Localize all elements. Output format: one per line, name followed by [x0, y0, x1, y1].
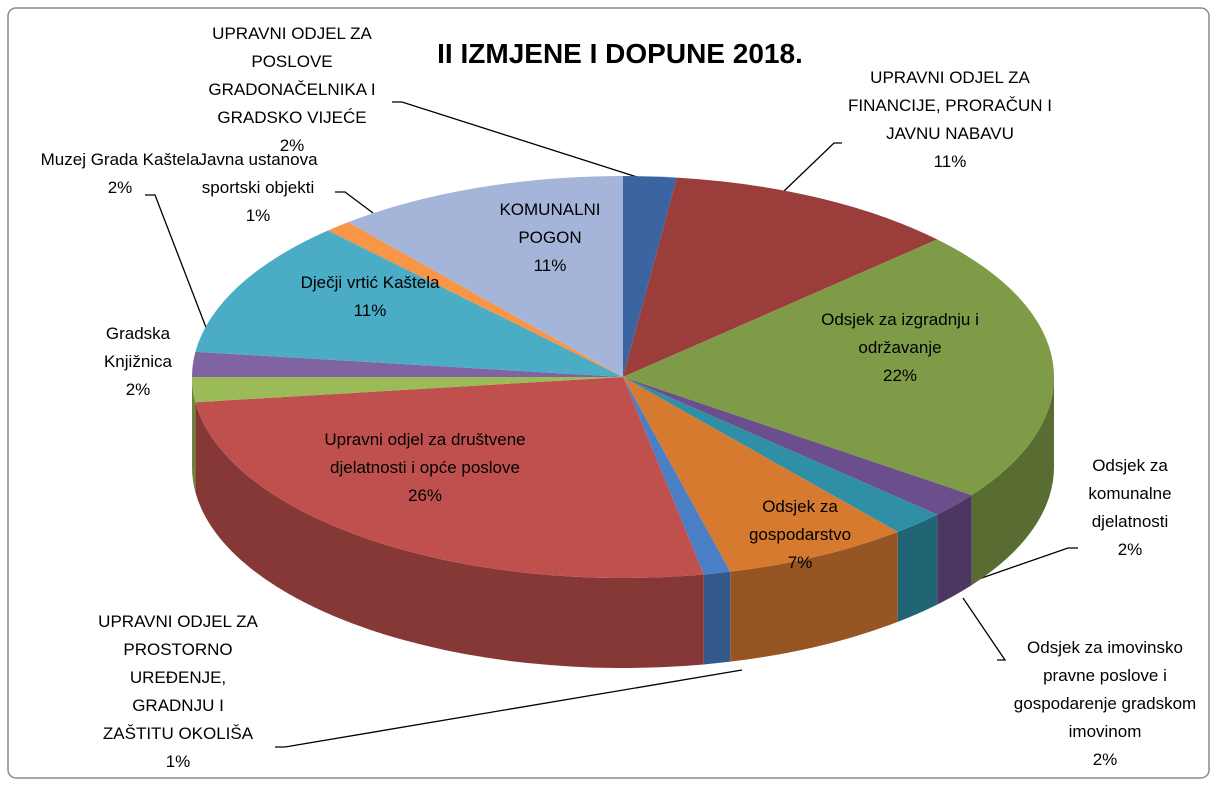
slice-side [730, 531, 898, 662]
data-label: Odsjek za komunalne djelatnosti 2% [1075, 452, 1185, 564]
slice [195, 377, 704, 579]
slice [623, 377, 898, 572]
slice-side [703, 571, 731, 665]
slice-percent: 7% [787, 553, 813, 572]
slice-side [195, 402, 704, 669]
slice-percent: 22% [882, 366, 918, 385]
slice [623, 239, 1054, 496]
slice [623, 177, 938, 377]
leader-line [962, 597, 1007, 661]
slice-percent: 2% [1117, 540, 1143, 559]
chart-title: II IZMJENE I DOPUNE 2018. [437, 38, 803, 69]
slice-percent: 11% [533, 256, 567, 275]
slice [192, 351, 623, 377]
slice-side [192, 377, 196, 493]
data-label: Upravni odjel za društvene djelatnosti i… [310, 426, 540, 510]
slice-name: Odsjek za izgradnju i održavanje [821, 310, 979, 357]
slice [327, 222, 623, 377]
slice-percent: 2% [107, 178, 133, 197]
slice-name: Upravni odjel za društvene djelatnosti i… [324, 430, 526, 477]
slice-side [937, 495, 972, 605]
slice-name: KOMUNALNI POGON [499, 200, 601, 247]
slice-percent: 2% [279, 136, 305, 155]
data-label: Dječji vrtić Kaštela 11% [270, 269, 470, 325]
slice [623, 377, 938, 532]
slice-percent: 26% [407, 486, 443, 505]
slice-name: Javna ustanova sportski objekti [198, 150, 318, 197]
data-label: Gradska Knjižnica 2% [88, 320, 188, 404]
slice-percent: 1% [245, 206, 271, 225]
pie-sides [192, 377, 1054, 669]
slice-name: Odsjek za imovinsko pravne poslove i gos… [1013, 638, 1197, 741]
slice-side [971, 377, 1054, 586]
slice-side [897, 514, 938, 622]
leader-lines [145, 101, 1078, 748]
slice-name: UPRAVNI ODJEL ZA PROSTORNO UREĐENJE, GRA… [98, 612, 258, 743]
leader-line [275, 669, 743, 748]
data-label: UPRAVNI ODJEL ZA FINANCIJE, PRORAČUN I J… [845, 64, 1055, 176]
slice-percent: 2% [1092, 750, 1118, 769]
data-label: Muzej Grada Kaštela 2% [10, 146, 230, 202]
slice-percent: 11% [353, 301, 387, 320]
data-label: KOMUNALNI POGON 11% [480, 196, 620, 280]
slice-name: UPRAVNI ODJEL ZA POSLOVE GRADONAČELNIKA … [208, 24, 376, 127]
slice [195, 230, 623, 377]
leader-line [975, 547, 1078, 581]
slice-name: Odsjek za gospodarstvo [748, 497, 852, 544]
slice-name: Odsjek za komunalne djelatnosti [1088, 456, 1172, 531]
data-label: Javna ustanova sportski objekti 1% [183, 146, 333, 230]
slice [192, 377, 623, 403]
slice [623, 377, 731, 575]
data-label: UPRAVNI ODJEL ZA PROSTORNO UREĐENJE, GRA… [98, 608, 258, 776]
data-label: Odsjek za izgradnju i održavanje 22% [800, 306, 1000, 390]
leader-line [392, 101, 638, 178]
data-label: Odsjek za gospodarstvo 7% [725, 493, 875, 577]
leader-line [335, 191, 374, 214]
data-label: UPRAVNI ODJEL ZA POSLOVE GRADONAČELNIKA … [192, 20, 392, 160]
slice-name: UPRAVNI ODJEL ZA FINANCIJE, PRORAČUN I J… [847, 68, 1053, 143]
slice-name: Muzej Grada Kaštela [40, 150, 200, 169]
slice-percent: 2% [125, 380, 151, 399]
slice [623, 176, 678, 377]
slice-name: Dječji vrtić Kaštela [300, 273, 440, 292]
leader-line [145, 194, 208, 331]
pie-tops [192, 176, 1054, 579]
slice-percent: 1% [165, 752, 191, 771]
slice [348, 176, 623, 377]
slice [623, 377, 972, 515]
leader-line [782, 142, 842, 193]
slice-percent: 11% [933, 152, 967, 171]
data-label: Odsjek za imovinsko pravne poslove i gos… [1010, 634, 1200, 774]
slice-name: Gradska Knjižnica [103, 324, 173, 371]
